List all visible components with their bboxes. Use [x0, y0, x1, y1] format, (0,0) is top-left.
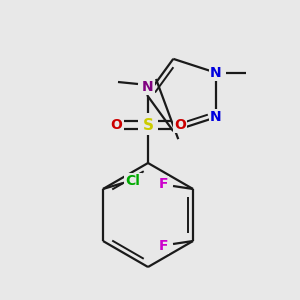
Text: N: N	[142, 80, 154, 94]
Text: F: F	[158, 239, 168, 253]
Text: S: S	[142, 118, 154, 133]
Text: Cl: Cl	[125, 174, 140, 188]
Text: F: F	[158, 177, 168, 191]
Text: O: O	[174, 118, 186, 132]
Text: N: N	[210, 66, 222, 80]
Text: O: O	[110, 118, 122, 132]
Text: N: N	[210, 110, 222, 124]
